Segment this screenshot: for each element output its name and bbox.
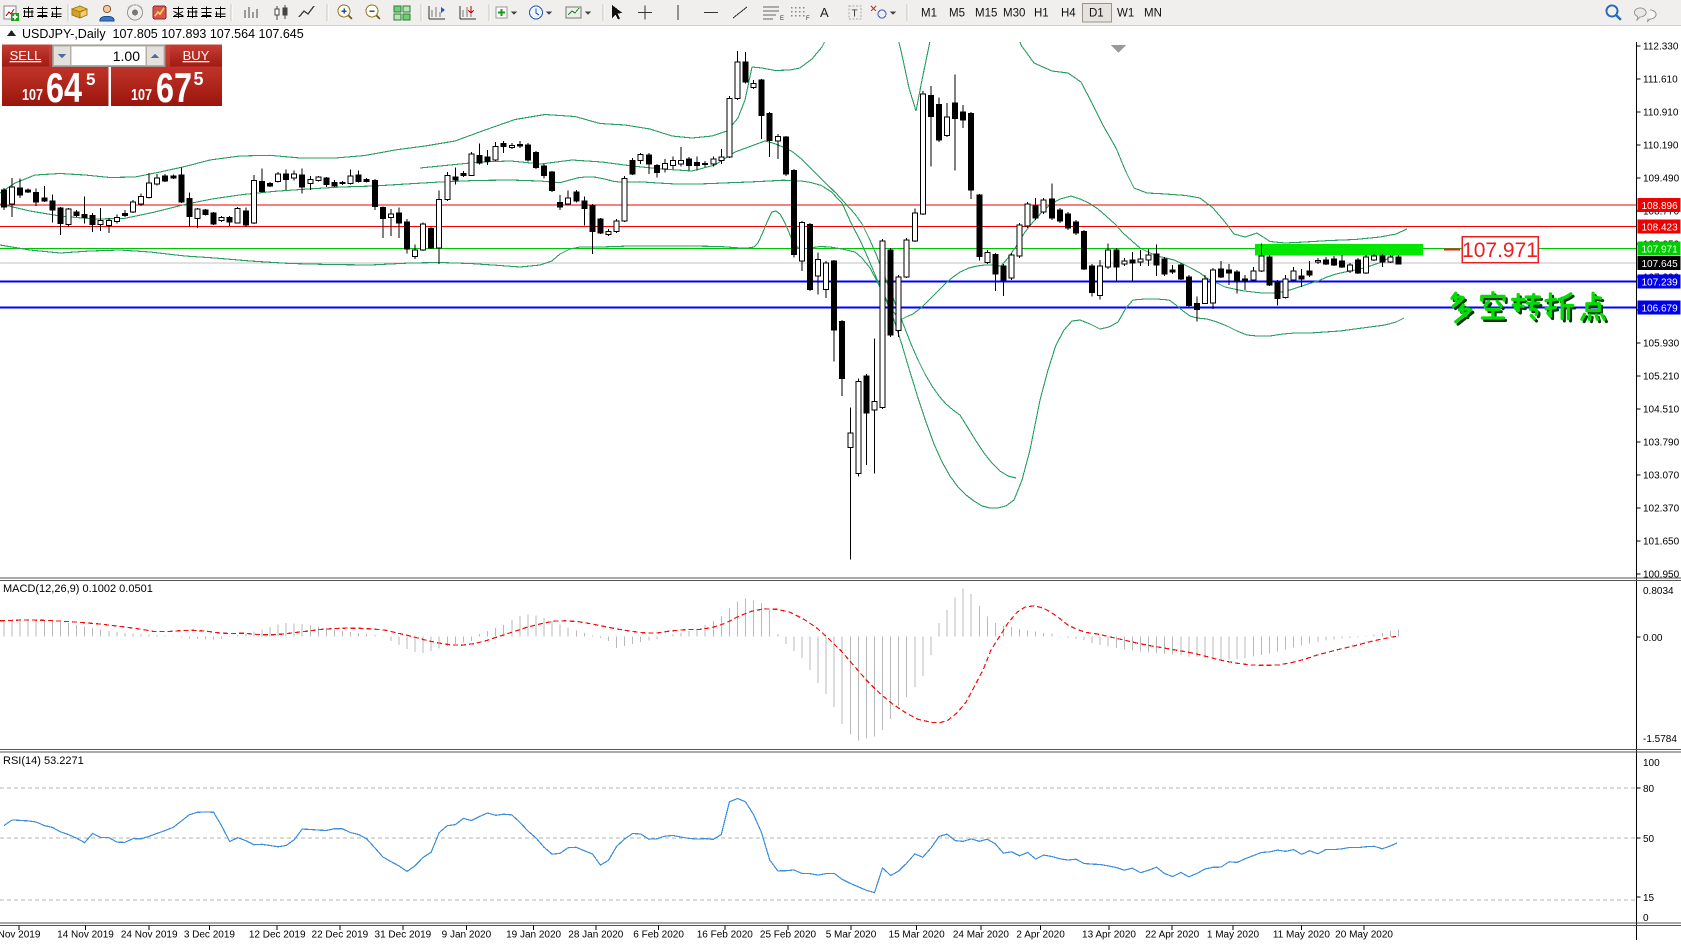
svg-text:H1: H1 [1034, 8, 1049, 20]
svg-text:105.930: 105.930 [1643, 339, 1680, 350]
svg-text:20 May 2020: 20 May 2020 [1335, 930, 1393, 941]
svg-text:11 May 2020: 11 May 2020 [1273, 930, 1331, 941]
svg-text:M1: M1 [921, 8, 937, 20]
svg-text:0.00: 0.00 [1643, 633, 1663, 644]
svg-text:80: 80 [1643, 784, 1655, 795]
svg-text:MN: MN [1144, 8, 1162, 20]
svg-text:107: 107 [131, 87, 152, 104]
svg-text:103.790: 103.790 [1643, 438, 1680, 449]
svg-text:50: 50 [1643, 834, 1655, 845]
svg-text:W1: W1 [1117, 8, 1134, 20]
svg-text:108.896: 108.896 [1642, 201, 1679, 212]
svg-text:1.00: 1.00 [113, 48, 140, 64]
svg-text:D1: D1 [1089, 8, 1104, 20]
svg-text:E: E [780, 16, 784, 22]
svg-text:15: 15 [1643, 893, 1655, 904]
svg-text:104.510: 104.510 [1643, 405, 1680, 416]
svg-text:T: T [852, 9, 858, 20]
svg-text:107.645: 107.645 [1642, 259, 1679, 270]
svg-text:24 Mar 2020: 24 Mar 2020 [953, 930, 1010, 941]
svg-text:-1.5784: -1.5784 [1643, 734, 1677, 745]
svg-text:101.650: 101.650 [1643, 537, 1680, 548]
svg-text:112.330: 112.330 [1643, 42, 1679, 53]
svg-text:2 Apr 2020: 2 Apr 2020 [1016, 930, 1065, 941]
svg-text:31 Dec 2019: 31 Dec 2019 [375, 930, 432, 941]
svg-text:0: 0 [1643, 913, 1649, 924]
svg-text:5 Mar 2020: 5 Mar 2020 [826, 930, 877, 941]
svg-text:M5: M5 [949, 8, 965, 20]
svg-text:25 Feb 2020: 25 Feb 2020 [760, 930, 817, 941]
svg-text:111.610: 111.610 [1643, 75, 1678, 86]
svg-text:14 Nov 2019: 14 Nov 2019 [57, 930, 114, 941]
svg-text:16 Feb 2020: 16 Feb 2020 [697, 930, 754, 941]
svg-text:0.8034: 0.8034 [1643, 586, 1674, 597]
svg-text:100.950: 100.950 [1643, 570, 1680, 581]
svg-text:108.423: 108.423 [1642, 223, 1679, 234]
svg-text:107.239: 107.239 [1642, 278, 1679, 289]
svg-text:28 Jan 2020: 28 Jan 2020 [568, 930, 623, 941]
svg-text:67: 67 [156, 64, 192, 111]
svg-text:9 Jan 2020: 9 Jan 2020 [442, 930, 492, 941]
svg-text:15 Mar 2020: 15 Mar 2020 [889, 930, 946, 941]
svg-text:3 Dec 2019: 3 Dec 2019 [184, 930, 236, 941]
svg-text:BUY: BUY [183, 48, 210, 63]
svg-text:22 Dec 2019: 22 Dec 2019 [312, 930, 369, 941]
svg-text:107.971: 107.971 [1462, 239, 1538, 262]
svg-text:RSI(14) 53.2271: RSI(14) 53.2271 [3, 755, 84, 767]
svg-text:110.190: 110.190 [1643, 141, 1679, 152]
svg-text:F: F [806, 16, 810, 22]
svg-text:105.210: 105.210 [1643, 372, 1680, 383]
svg-text:1 May 2020: 1 May 2020 [1207, 930, 1260, 941]
svg-text:64: 64 [46, 64, 82, 111]
svg-text:Nov 2019: Nov 2019 [0, 930, 41, 941]
svg-text:6 Feb 2020: 6 Feb 2020 [633, 930, 684, 941]
svg-text:A: A [820, 5, 829, 20]
svg-text:19 Jan 2020: 19 Jan 2020 [506, 930, 561, 941]
svg-text:USDJPY-,Daily 107.805 107.893: USDJPY-,Daily 107.805 107.893 107.564 10… [22, 27, 304, 41]
svg-text:H4: H4 [1061, 8, 1076, 20]
svg-text:5: 5 [194, 69, 204, 89]
svg-text:MACD(12,26,9) 0.1002 0.0501: MACD(12,26,9) 0.1002 0.0501 [3, 583, 153, 595]
svg-text:103.070: 103.070 [1643, 471, 1680, 482]
svg-text:24 Nov 2019: 24 Nov 2019 [121, 930, 178, 941]
svg-text:SELL: SELL [10, 48, 42, 63]
svg-text:13 Apr 2020: 13 Apr 2020 [1082, 930, 1136, 941]
svg-text:100: 100 [1643, 758, 1660, 769]
svg-text:102.370: 102.370 [1643, 504, 1680, 515]
svg-text:106.679: 106.679 [1642, 304, 1679, 315]
svg-text:M15: M15 [975, 8, 997, 20]
svg-text:5: 5 [86, 70, 95, 89]
svg-text:22 Apr 2020: 22 Apr 2020 [1145, 930, 1199, 941]
svg-text:107: 107 [22, 87, 43, 104]
svg-text:107.971: 107.971 [1642, 244, 1679, 255]
svg-text:12 Dec 2019: 12 Dec 2019 [249, 930, 306, 941]
svg-text:109.490: 109.490 [1643, 174, 1680, 185]
svg-text:110.910: 110.910 [1643, 108, 1679, 119]
svg-text:M30: M30 [1003, 8, 1025, 20]
